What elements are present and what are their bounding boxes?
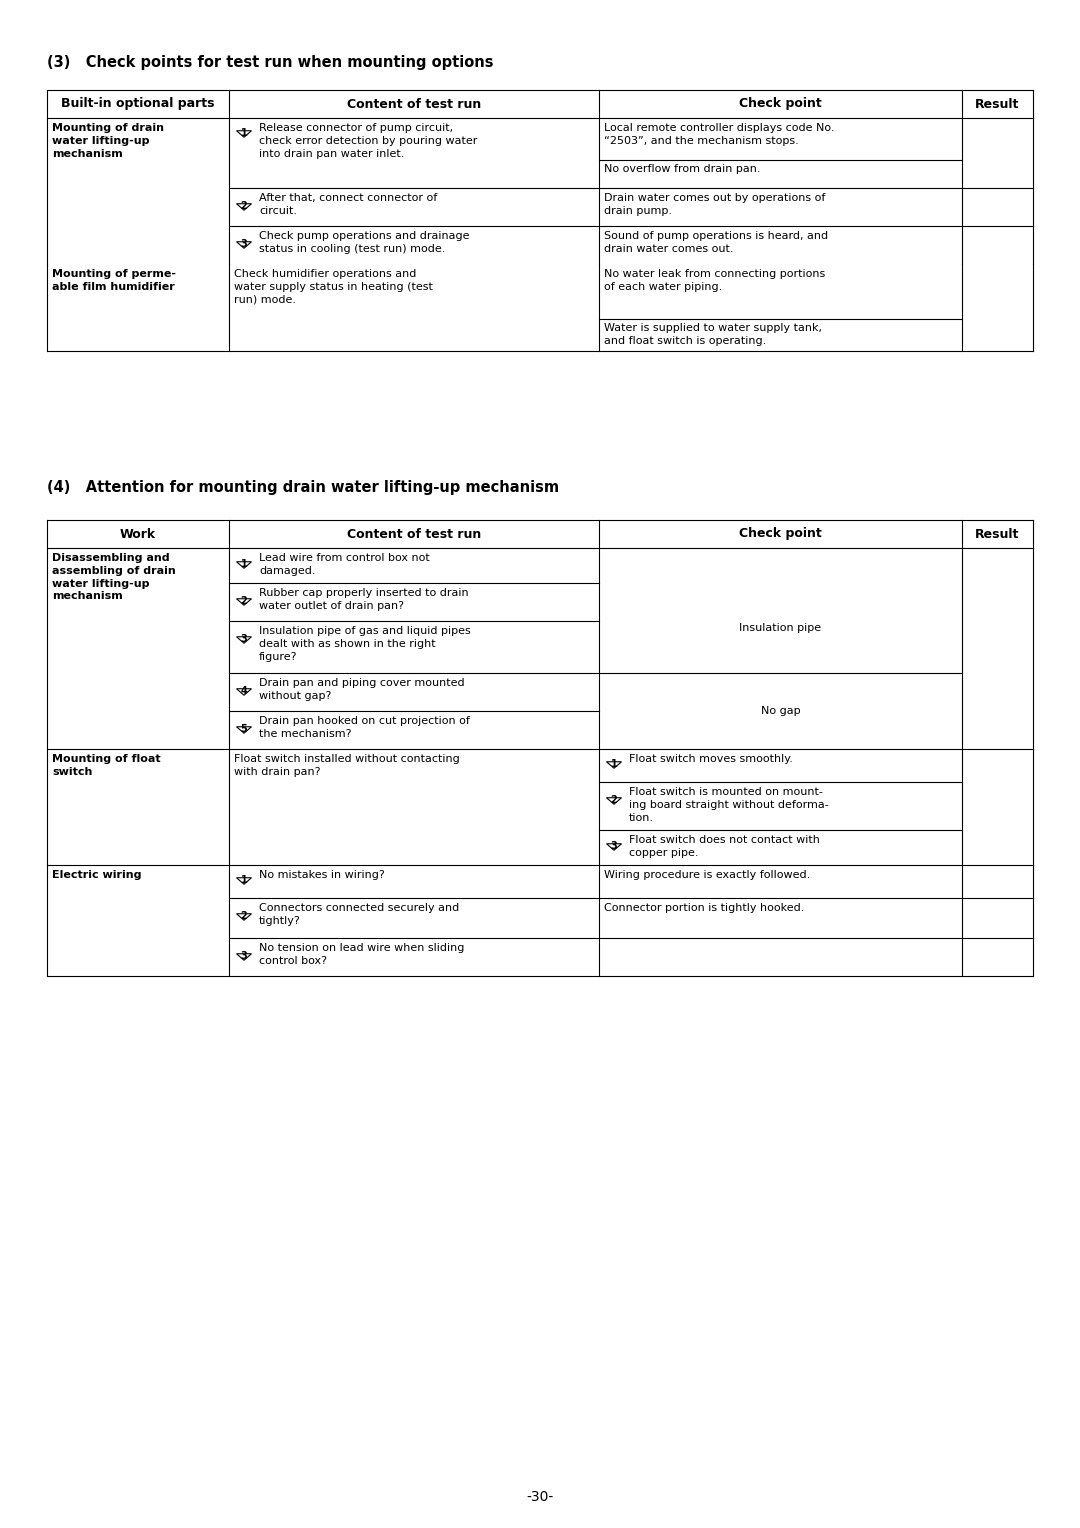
Text: Check point: Check point (739, 98, 822, 110)
Text: 2: 2 (241, 596, 247, 607)
Text: Float switch moves smoothly.: Float switch moves smoothly. (629, 753, 793, 764)
Text: Content of test run: Content of test run (347, 98, 481, 110)
Text: Result: Result (975, 98, 1020, 110)
Text: Result: Result (975, 527, 1020, 541)
Text: Float switch does not contact with
copper pipe.: Float switch does not contact with coppe… (629, 834, 820, 857)
Text: Mounting of drain
water lifting-up
mechanism: Mounting of drain water lifting-up mecha… (52, 122, 164, 159)
Text: No water leak from connecting portions
of each water piping.: No water leak from connecting portions o… (604, 269, 825, 292)
Text: Lead wire from control box not
damaged.: Lead wire from control box not damaged. (259, 553, 430, 576)
Text: Check humidifier operations and
water supply status in heating (test
run) mode.: Check humidifier operations and water su… (234, 269, 433, 304)
Text: Check pump operations and drainage
status in cooling (test run) mode.: Check pump operations and drainage statu… (259, 231, 470, 254)
Text: 2: 2 (241, 911, 247, 921)
Text: Work: Work (120, 527, 157, 541)
Text: No gap: No gap (760, 706, 800, 717)
Text: Drain pan hooked on cut projection of
the mechanism?: Drain pan hooked on cut projection of th… (259, 717, 470, 740)
Text: 3: 3 (241, 240, 247, 249)
Text: 3: 3 (241, 634, 247, 645)
Text: 1: 1 (241, 128, 247, 139)
Text: 3: 3 (610, 842, 618, 851)
Text: (4)   Attention for mounting drain water lifting-up mechanism: (4) Attention for mounting drain water l… (48, 480, 559, 495)
Text: 1: 1 (241, 559, 247, 570)
Text: Drain pan and piping cover mounted
without gap?: Drain pan and piping cover mounted witho… (259, 678, 464, 701)
Text: -30-: -30- (526, 1490, 554, 1504)
Text: 5: 5 (241, 724, 247, 735)
Text: 3: 3 (241, 952, 247, 961)
Text: No overflow from drain pan.: No overflow from drain pan. (604, 163, 760, 174)
Text: Disassembling and
assembling of drain
water lifting-up
mechanism: Disassembling and assembling of drain wa… (52, 553, 176, 602)
Text: Drain water comes out by operations of
drain pump.: Drain water comes out by operations of d… (604, 193, 825, 215)
Text: Insulation pipe: Insulation pipe (740, 623, 822, 633)
Text: Float switch is mounted on mount-
ing board straight without deforma-
tion.: Float switch is mounted on mount- ing bo… (629, 787, 828, 822)
Text: Check point: Check point (739, 527, 822, 541)
Text: No tension on lead wire when sliding
control box?: No tension on lead wire when sliding con… (259, 943, 464, 966)
Text: Connectors connected securely and
tightly?: Connectors connected securely and tightl… (259, 903, 459, 926)
Text: Release connector of pump circuit,
check error detection by pouring water
into d: Release connector of pump circuit, check… (259, 122, 477, 159)
Text: Water is supplied to water supply tank,
and float switch is operating.: Water is supplied to water supply tank, … (604, 322, 822, 345)
Text: Wiring procedure is exactly followed.: Wiring procedure is exactly followed. (604, 869, 810, 880)
Text: Connector portion is tightly hooked.: Connector portion is tightly hooked. (604, 903, 805, 914)
Text: Local remote controller displays code No.
“2503”, and the mechanism stops.: Local remote controller displays code No… (604, 122, 835, 145)
Text: Mounting of float
switch: Mounting of float switch (52, 753, 161, 776)
Text: 1: 1 (610, 759, 618, 770)
Text: Content of test run: Content of test run (347, 527, 481, 541)
Text: Sound of pump operations is heard, and
drain water comes out.: Sound of pump operations is heard, and d… (604, 231, 828, 254)
Text: Rubber cap properly inserted to drain
water outlet of drain pan?: Rubber cap properly inserted to drain wa… (259, 588, 469, 611)
Text: Float switch installed without contacting
with drain pan?: Float switch installed without contactin… (234, 753, 460, 776)
Text: 2: 2 (241, 202, 247, 211)
Text: 1: 1 (241, 876, 247, 885)
Text: 2: 2 (610, 796, 618, 805)
Text: Insulation pipe of gas and liquid pipes
dealt with as shown in the right
figure?: Insulation pipe of gas and liquid pipes … (259, 626, 471, 662)
Text: Mounting of perme-
able film humidifier: Mounting of perme- able film humidifier (52, 269, 176, 292)
Text: After that, connect connector of
circuit.: After that, connect connector of circuit… (259, 193, 437, 215)
Text: Electric wiring: Electric wiring (52, 869, 141, 880)
Text: No mistakes in wiring?: No mistakes in wiring? (259, 869, 384, 880)
Text: 4: 4 (241, 686, 247, 697)
Text: (3)   Check points for test run when mounting options: (3) Check points for test run when mount… (48, 55, 494, 70)
Text: Built-in optional parts: Built-in optional parts (62, 98, 215, 110)
